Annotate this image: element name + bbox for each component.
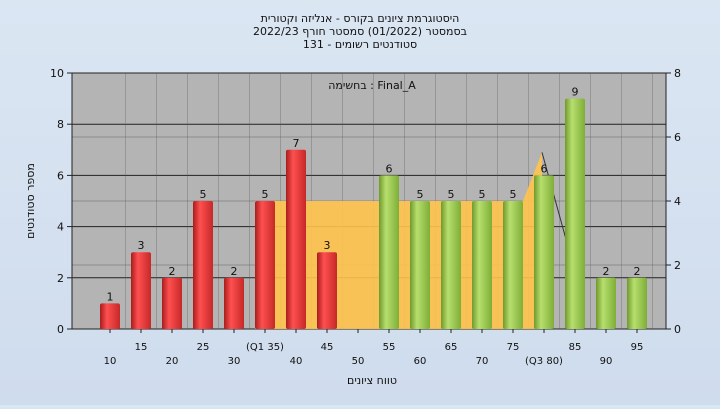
bar-95 — [627, 277, 647, 329]
data-label: 5 — [510, 188, 517, 201]
data-label: 1 — [107, 290, 114, 303]
x-tick-label: 45 — [321, 342, 334, 353]
bar-20 — [162, 277, 182, 329]
bar-10 — [100, 303, 120, 329]
x-tick-label: 85 — [569, 342, 582, 353]
y2-tick-label: 6 — [674, 131, 681, 144]
y2-tick-label: 2 — [674, 259, 681, 272]
x-tick-label: 55 — [383, 342, 396, 353]
data-label: 5 — [448, 188, 455, 201]
data-label: 6 — [386, 162, 393, 175]
x-tick-label: 50 — [352, 356, 365, 367]
bar-75 — [503, 201, 523, 329]
x-tick-label: 65 — [445, 342, 458, 353]
bar-65 — [441, 201, 461, 329]
x-tick-label: 10 — [104, 356, 117, 367]
y2-tick-label: 4 — [674, 195, 681, 208]
x-axis: 10 15 20 25 30 (Q1 35) 40 45 50 55 60 65 70 75 (Q3 80)… — [104, 329, 644, 367]
data-label: 5 — [417, 188, 424, 201]
y-tick-label: 0 — [57, 323, 64, 336]
x-tick-label: 70 — [476, 356, 489, 367]
title-line-1: היסטוגרמת ציונים בקורס - אנליזה וקטורית — [261, 12, 460, 25]
bar-15 — [131, 252, 151, 329]
chart-title: היסטוגרמת ציונים בקורס - אנליזה וקטורית … — [253, 12, 467, 51]
y2-tick-label: 8 — [674, 67, 681, 80]
y2-tick-label: 0 — [674, 323, 681, 336]
data-label: 6 — [541, 162, 548, 175]
x-tick-label: 25 — [197, 342, 210, 353]
x-tick-label: 90 — [600, 356, 613, 367]
data-labels: 1 3 2 5 2 5 7 3 6 5 5 5 5 6 9 2 2 — [107, 86, 641, 304]
bar-90 — [596, 277, 616, 329]
data-label: 5 — [262, 188, 269, 201]
data-label: 3 — [138, 239, 145, 252]
bar-45 — [317, 252, 337, 329]
x-tick-label: 20 — [166, 356, 179, 367]
data-label: 5 — [479, 188, 486, 201]
x-tick-label: 95 — [631, 342, 644, 353]
data-label: 3 — [324, 239, 331, 252]
bar-55 — [379, 175, 399, 329]
title-line-2: בסמסטר (01/2022) סמסטר חורף 2022/23 — [253, 25, 467, 38]
bar-85 — [565, 98, 585, 329]
x-tick-label: 75 — [507, 342, 520, 353]
x-axis-title: טווח ציונים — [347, 374, 397, 387]
bar-30 — [224, 277, 244, 329]
bar-(Q3 80) — [534, 175, 554, 329]
bar-70 — [472, 201, 492, 329]
y-tick-label: 2 — [57, 272, 64, 285]
bar-(Q1 35) — [255, 201, 275, 329]
x-tick-label: 15 — [135, 342, 148, 353]
data-label: 2 — [603, 265, 610, 278]
data-label: 2 — [231, 265, 238, 278]
x-tick-label: 30 — [228, 356, 241, 367]
bar-60 — [410, 201, 430, 329]
y-tick-label: 8 — [57, 118, 64, 131]
data-label: 5 — [200, 188, 207, 201]
data-label: 9 — [572, 86, 579, 99]
x-tick-label: (Q3 80) — [525, 356, 563, 367]
bar-25 — [193, 201, 213, 329]
annotation-label: בחשימה : Final_A — [328, 79, 416, 92]
x-tick-label: 40 — [290, 356, 303, 367]
bars — [100, 98, 647, 329]
y-axis-title: מספר סטודנטים — [24, 163, 37, 239]
y-axis-right: 0 2 4 6 8 — [665, 67, 681, 336]
y-tick-label: 10 — [50, 67, 64, 80]
bar-40 — [286, 149, 306, 329]
data-label: 2 — [634, 265, 641, 278]
y-axis-left: 0 2 4 6 8 10 — [50, 67, 73, 336]
x-tick-label: 60 — [414, 356, 427, 367]
data-label: 2 — [169, 265, 176, 278]
y-tick-label: 4 — [57, 221, 64, 234]
data-label: 7 — [293, 137, 300, 150]
x-tick-label: (Q1 35) — [246, 342, 284, 353]
title-line-3: סטודנטים רשומים - 131 — [303, 38, 417, 51]
y-tick-label: 6 — [57, 169, 64, 182]
